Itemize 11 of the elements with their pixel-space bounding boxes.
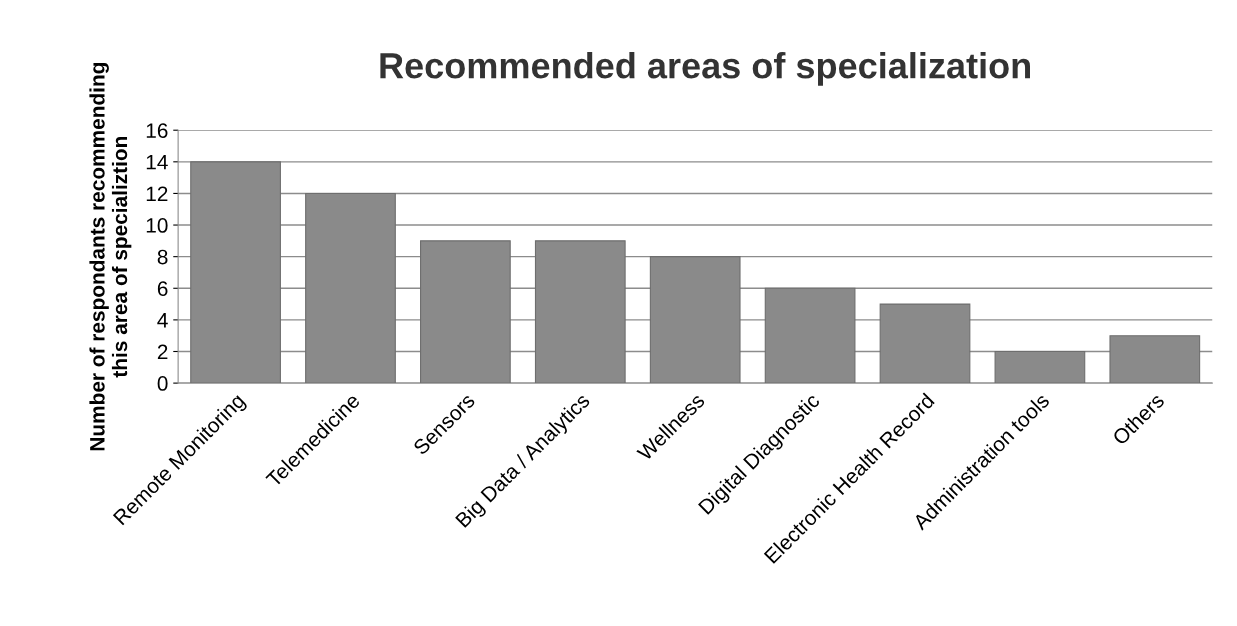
y-tick-label: 6 bbox=[157, 281, 168, 297]
y-tick-label: 12 bbox=[146, 186, 168, 201]
chart-title: Recommended areas of specialization bbox=[380, 52, 1030, 86]
y-tick-label: 4 bbox=[157, 313, 168, 328]
y-tick-label: 0 bbox=[157, 376, 168, 391]
y-axis-title: Number of respondants recommending this area of specializtion bbox=[89, 63, 132, 451]
y-tick-label: 8 bbox=[157, 249, 168, 265]
y-tick-label: 10 bbox=[146, 218, 168, 233]
y-tick-label: 14 bbox=[146, 155, 168, 170]
y-tick-label: 2 bbox=[157, 344, 168, 360]
y-tick-label: 16 bbox=[146, 123, 168, 138]
